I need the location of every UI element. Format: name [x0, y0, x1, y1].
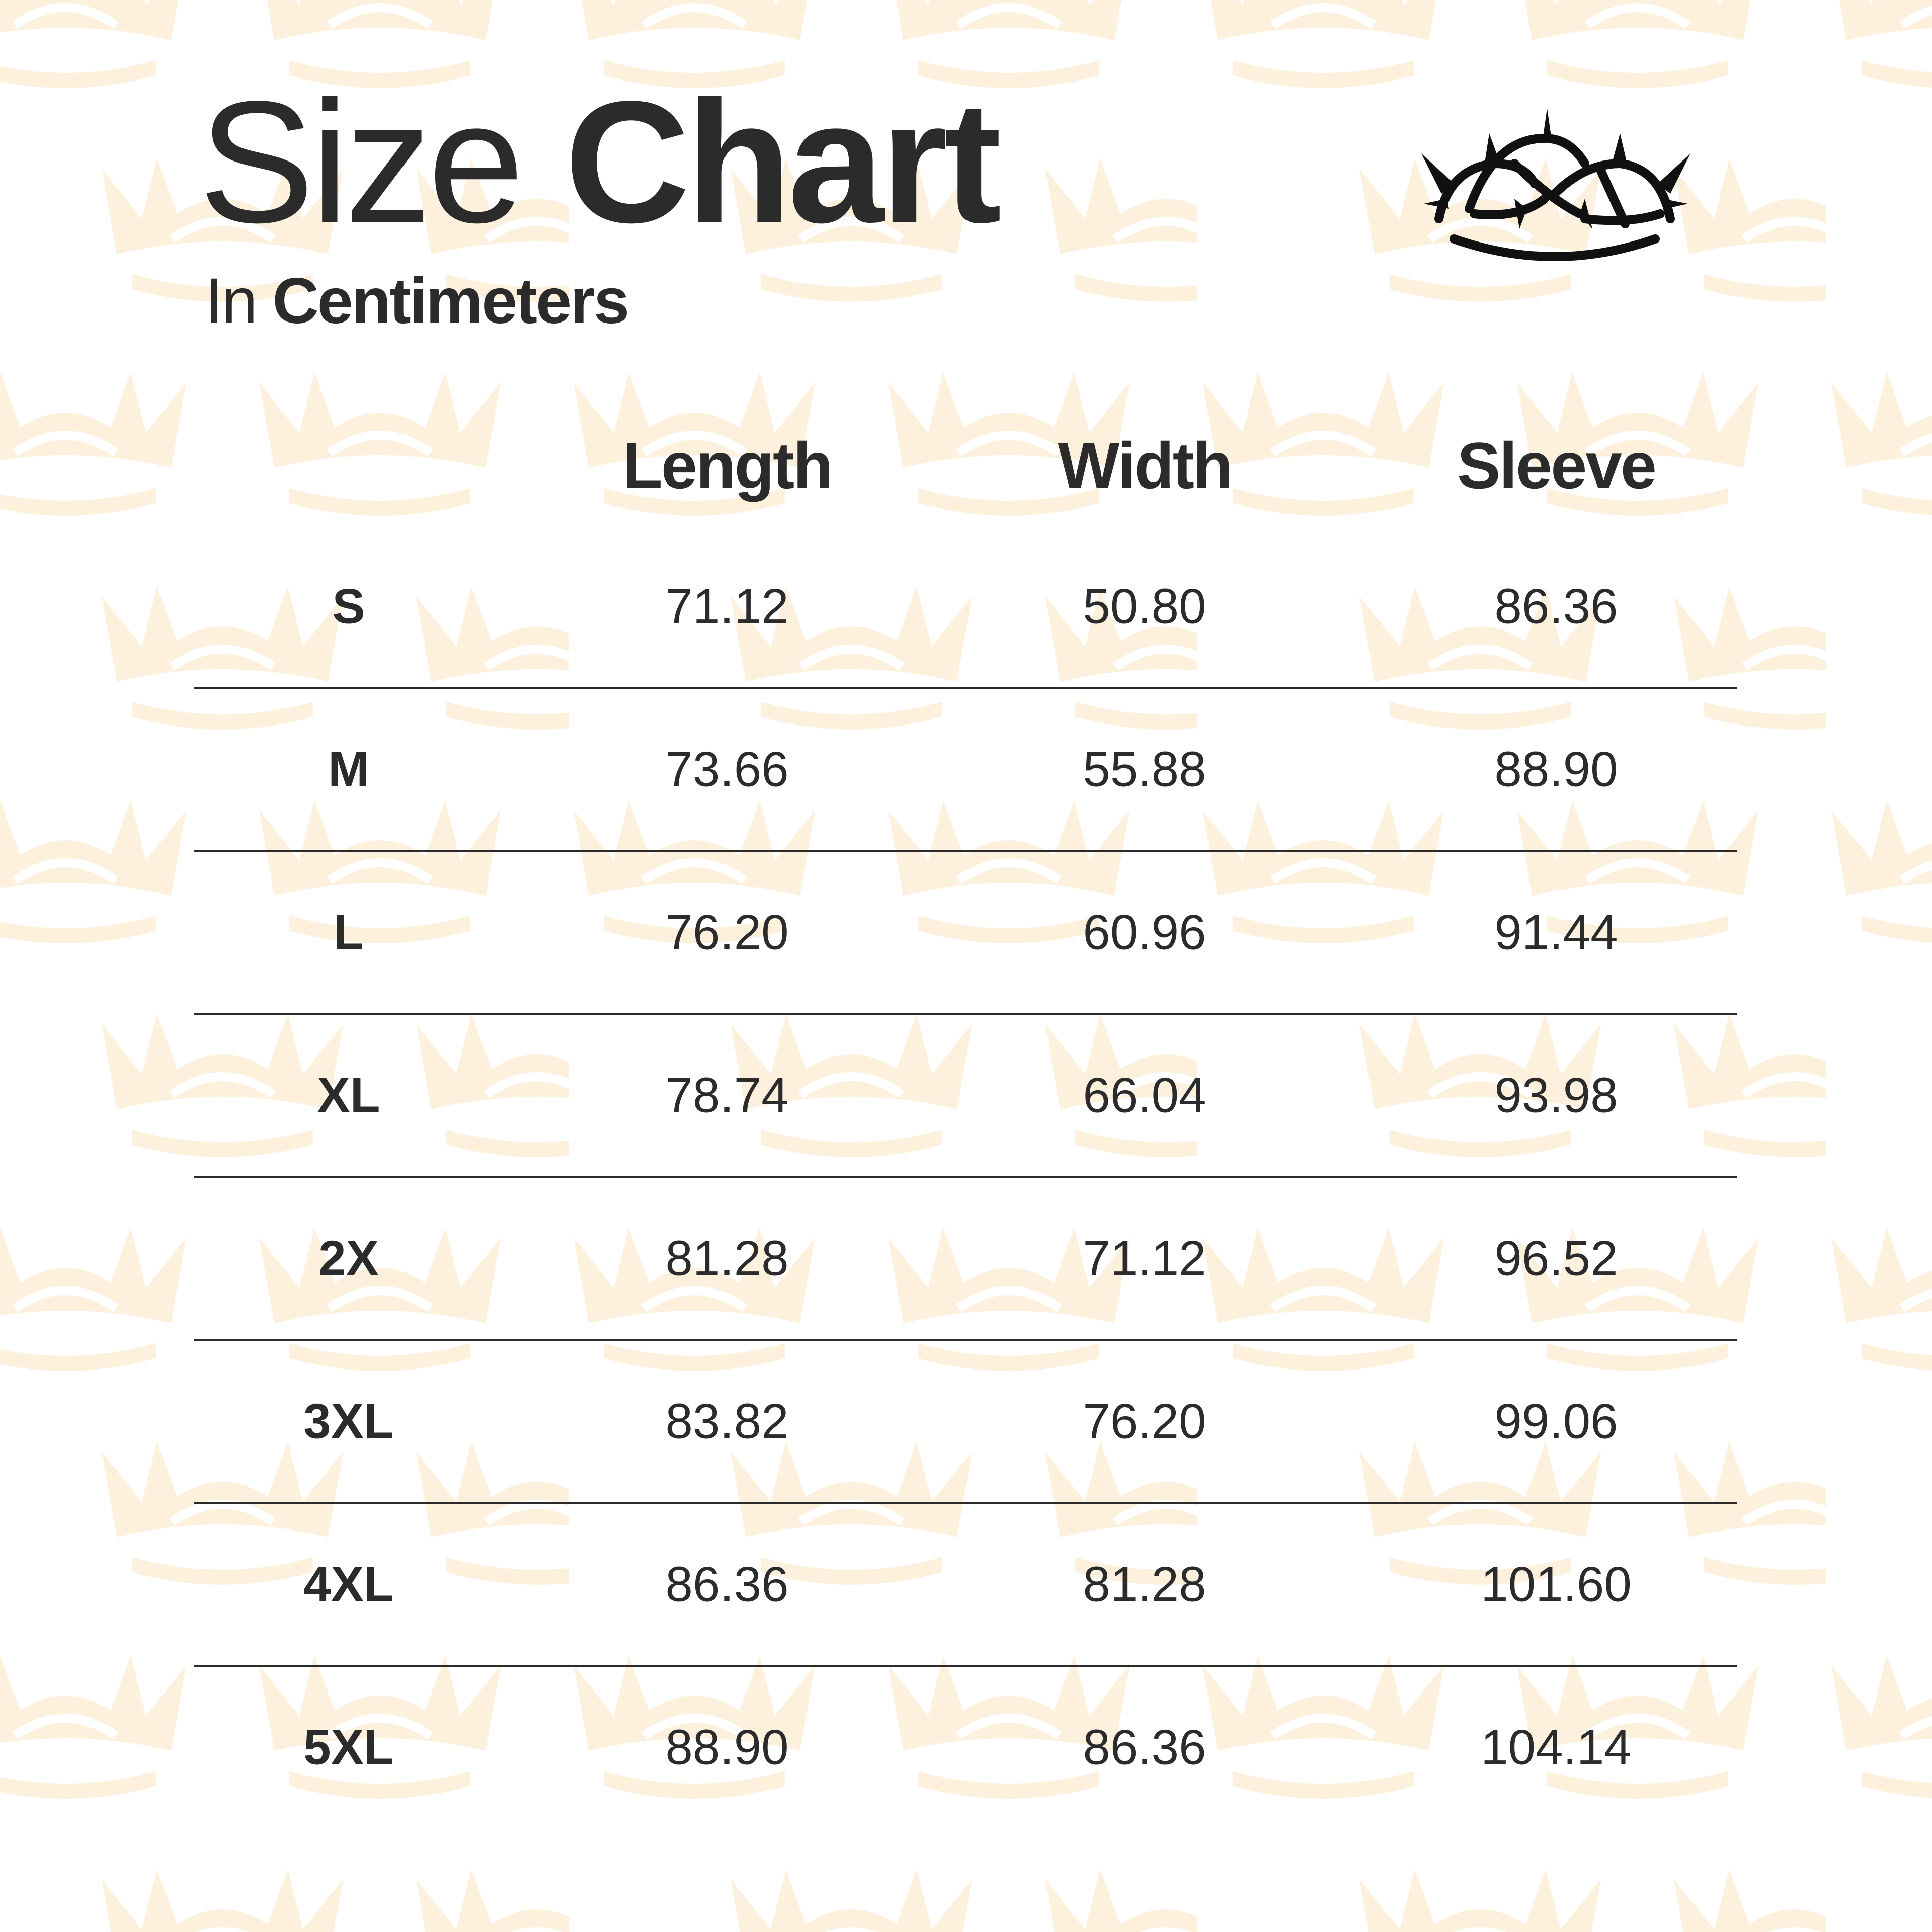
row-divider [194, 1176, 1737, 1178]
cell-size: 4XL [303, 1556, 394, 1612]
cell-sleeve: 93.98 [1494, 1067, 1618, 1123]
cell-sleeve: 91.44 [1494, 904, 1618, 960]
cell-width: 55.88 [1083, 741, 1206, 797]
row-divider [194, 1013, 1737, 1015]
cell-length: 86.36 [665, 1556, 789, 1612]
subtitle-bold: Centimeters [272, 265, 629, 337]
cell-length: 73.66 [665, 741, 789, 797]
cell-length: 83.82 [665, 1393, 789, 1449]
page-title: Size Chart [199, 75, 1002, 249]
cell-sleeve: 104.14 [1481, 1719, 1632, 1775]
cell-size: M [328, 741, 369, 797]
cell-length: 71.12 [665, 578, 789, 634]
table-row: 5XL 88.90 86.36 104.14 [0, 1666, 1932, 1829]
cell-width: 50.80 [1083, 578, 1206, 634]
cell-width: 81.28 [1083, 1556, 1206, 1612]
title-bold: Chart [565, 65, 1002, 259]
cell-size: L [334, 904, 364, 960]
row-divider [194, 850, 1737, 852]
cell-sleeve: 101.60 [1481, 1556, 1632, 1612]
crown-of-thorns-icon [1421, 108, 1691, 261]
title-light: Size [199, 65, 524, 259]
cell-length: 76.20 [665, 904, 789, 960]
cell-size: S [332, 578, 365, 634]
header-length: Length [622, 429, 833, 502]
row-divider [194, 1502, 1737, 1504]
row-divider [194, 1665, 1737, 1667]
table-row: 2X 81.28 71.12 96.52 [0, 1177, 1932, 1340]
cell-width: 71.12 [1083, 1230, 1206, 1286]
cell-sleeve: 96.52 [1494, 1230, 1618, 1286]
table-row: L 76.20 60.96 91.44 [0, 851, 1932, 1014]
table-row: 3XL 83.82 76.20 99.06 [0, 1340, 1932, 1503]
cell-length: 81.28 [665, 1230, 789, 1286]
unit-subtitle: In Centimeters [205, 269, 629, 334]
cell-width: 60.96 [1083, 904, 1206, 960]
cell-width: 66.04 [1083, 1067, 1206, 1123]
cell-sleeve: 88.90 [1494, 741, 1618, 797]
table-row: 4XL 86.36 81.28 101.60 [0, 1503, 1932, 1666]
cell-length: 78.74 [665, 1067, 789, 1123]
cell-width: 76.20 [1083, 1393, 1206, 1449]
header-sleeve: Sleeve [1457, 429, 1657, 502]
cell-size: 5XL [303, 1719, 394, 1775]
cell-length: 88.90 [665, 1719, 789, 1775]
cell-size: 3XL [303, 1393, 394, 1449]
subtitle-light: In [205, 265, 258, 337]
cell-width: 86.36 [1083, 1719, 1206, 1775]
table-row: XL 78.74 66.04 93.98 [0, 1014, 1932, 1177]
header-width: Width [1058, 429, 1233, 502]
row-divider [194, 1339, 1737, 1341]
table-row: M 73.66 55.88 88.90 [0, 688, 1932, 851]
cell-size: XL [317, 1067, 380, 1123]
cell-sleeve: 99.06 [1494, 1393, 1618, 1449]
cell-sleeve: 86.36 [1494, 578, 1618, 634]
cell-size: 2X [318, 1230, 379, 1286]
row-divider [194, 687, 1737, 689]
table-row: S 71.12 50.80 86.36 [0, 525, 1932, 688]
